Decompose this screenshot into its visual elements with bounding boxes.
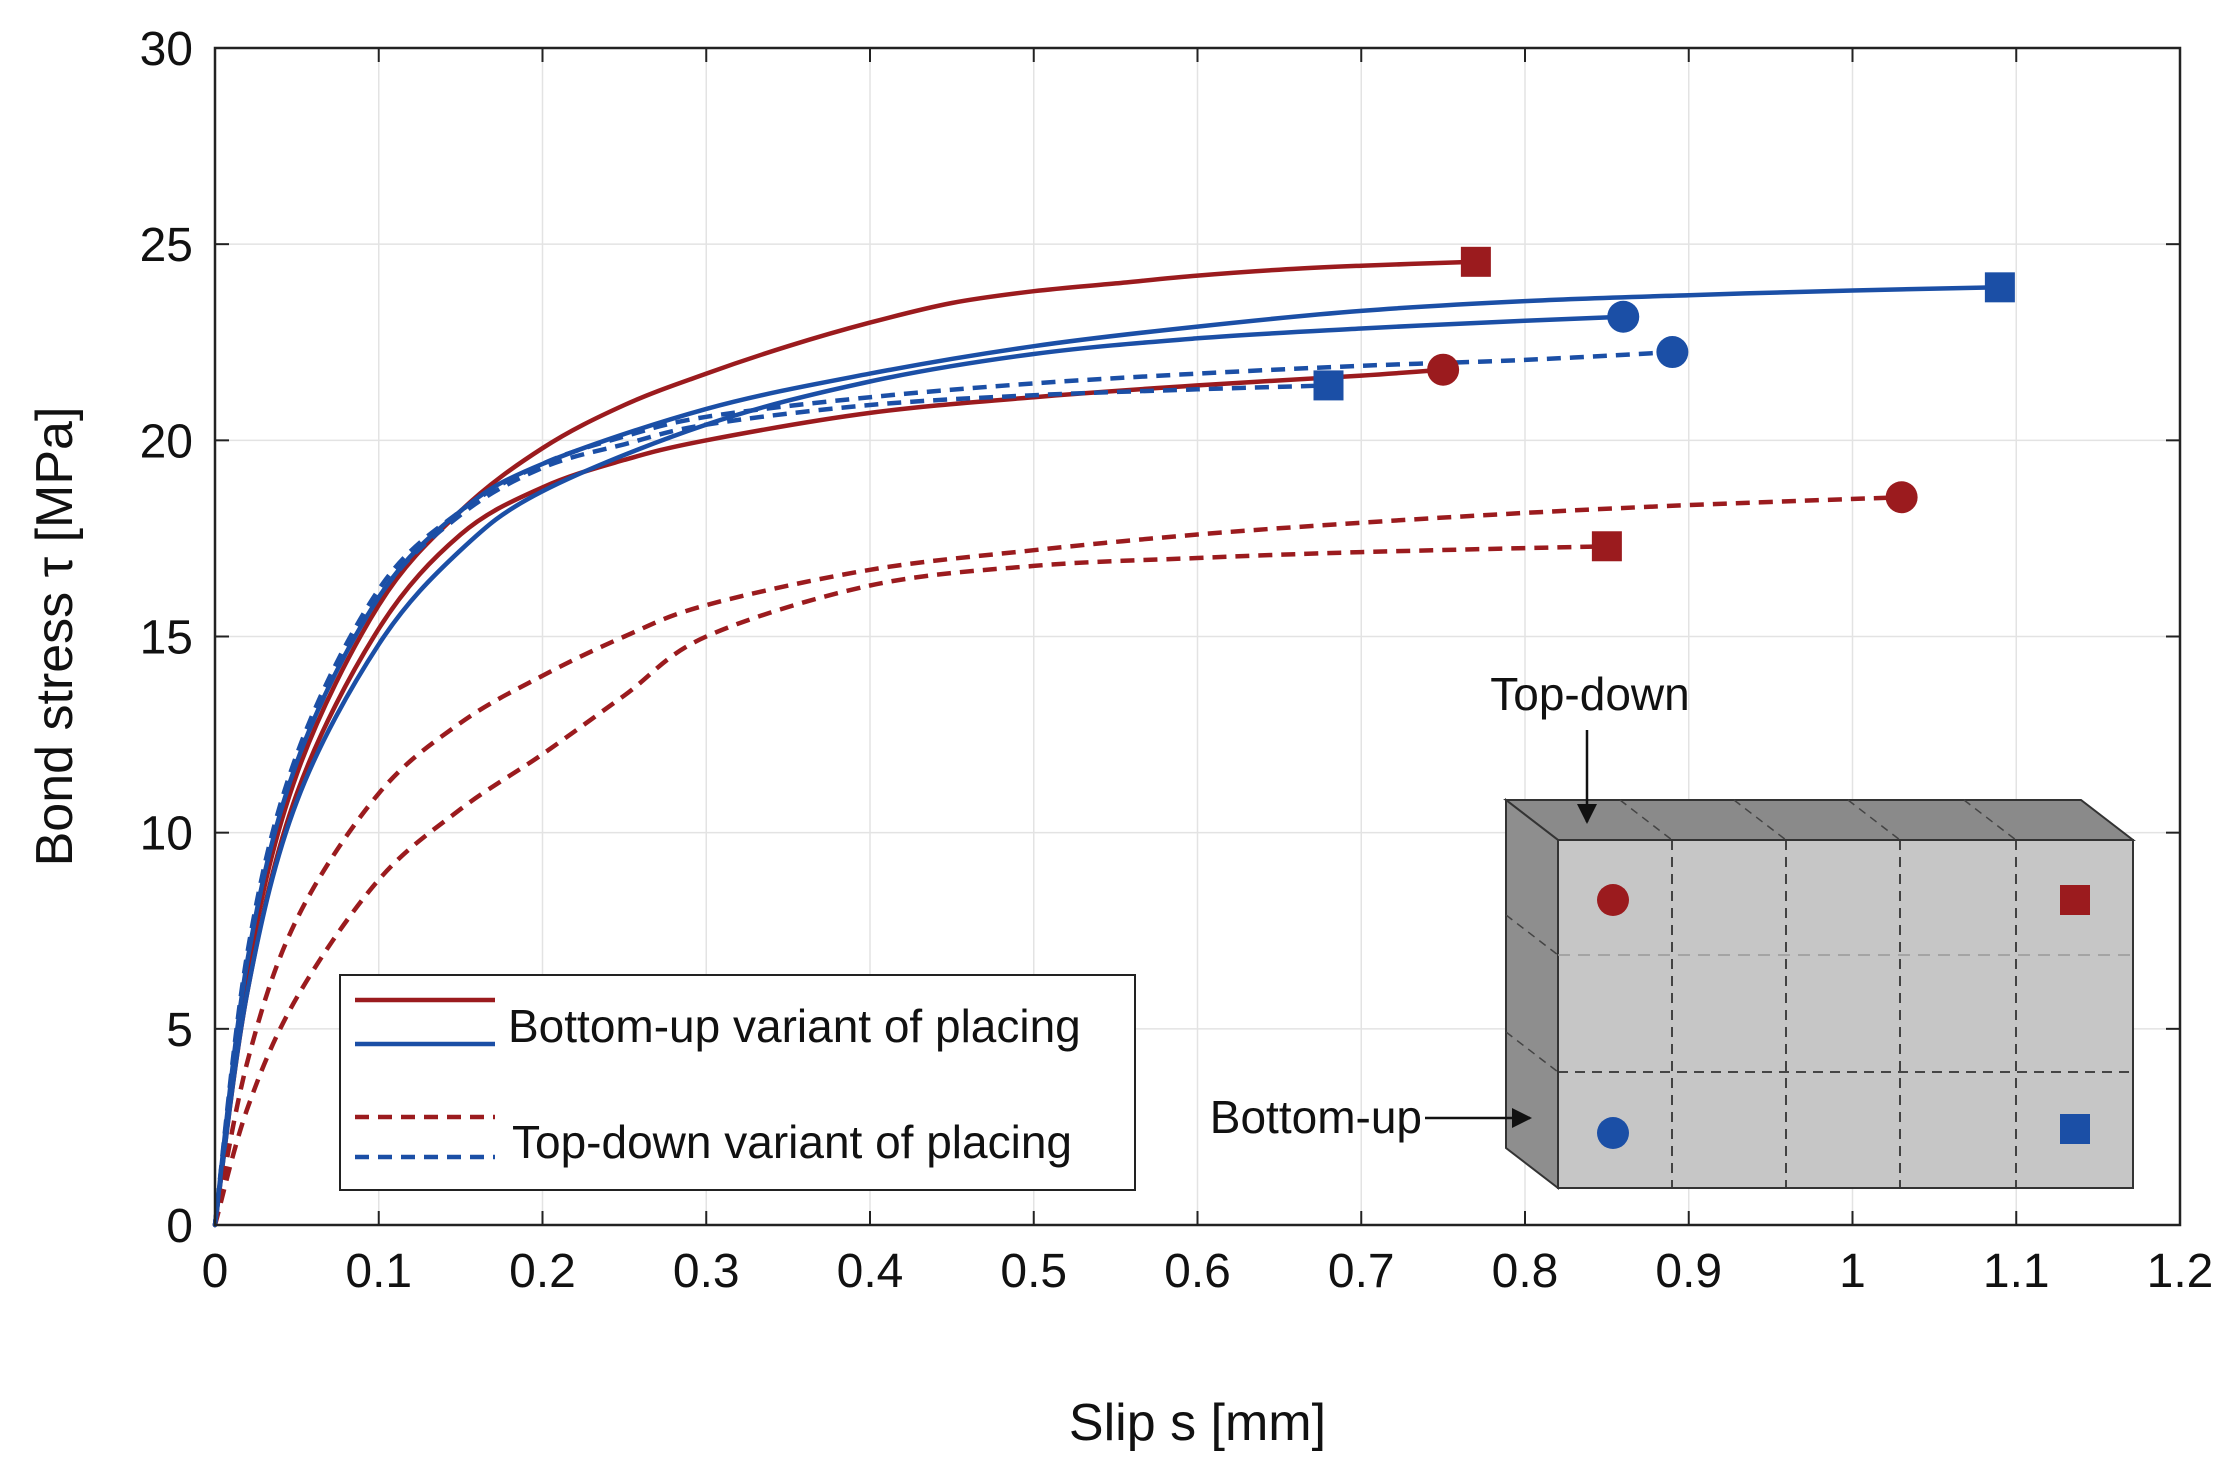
- legend-entries: [355, 997, 495, 1160]
- inset-top-down-label: Top-down: [1490, 668, 1689, 720]
- block-top-grid: [1733, 799, 1787, 841]
- block-side-grid: [1505, 914, 1559, 956]
- block-top-grid: [1619, 799, 1673, 841]
- series-end-marker-6: [1656, 336, 1689, 369]
- x-tick-label: 0.8: [1492, 1245, 1559, 1298]
- y-tick-label: 30: [140, 23, 193, 76]
- y-tick-label: 15: [140, 612, 193, 665]
- y-axis-label: Bond stress τ [MPa]: [26, 407, 84, 867]
- y-tick-label: 0: [166, 1200, 193, 1253]
- series-end-marker-1: [1427, 353, 1460, 386]
- inset-marker-0: [1597, 884, 1629, 916]
- block-side-grid: [1505, 1031, 1559, 1073]
- y-tick-label: 5: [166, 1004, 193, 1057]
- x-tick-label: 1.1: [1983, 1245, 2050, 1298]
- x-tick-label: 0.6: [1164, 1245, 1231, 1298]
- series-line-4: [212, 494, 1902, 1226]
- y-tick-label: 20: [140, 415, 193, 468]
- inset-marker-3: [2060, 1114, 2090, 1144]
- series-line-7: [212, 383, 1329, 1226]
- x-tick-label: 0.9: [1655, 1245, 1722, 1298]
- block-front-face: [1557, 839, 2134, 1189]
- axis-ticks: 0 0.1 0.2 0.3 0.4 0.5 0.6 0.7 0.8 0.9 1 1.1 1.2 0 5 10 1…: [140, 23, 2214, 1298]
- x-tick-label: 0.4: [837, 1245, 904, 1298]
- inset-bottom-up-label: Bottom-up: [1210, 1091, 1422, 1143]
- series-markers: [1313, 246, 2015, 562]
- y-tick-label: 25: [140, 219, 193, 272]
- x-tick-label: 1: [1839, 1245, 1866, 1298]
- series-line-0: [212, 259, 1479, 1228]
- block-top-grid: [1847, 799, 1901, 841]
- series-lines: [212, 259, 2003, 1228]
- series-end-marker-4: [1885, 481, 1918, 514]
- block-top-face: [1503, 799, 2136, 841]
- series-end-marker-5: [1591, 531, 1622, 562]
- series-line-3: [212, 314, 1626, 1228]
- legend-label-top-down: Top-down variant of placing: [512, 1116, 1072, 1168]
- x-tick-label: 0.7: [1328, 1245, 1395, 1298]
- series-line-6: [212, 349, 1673, 1226]
- specimen-block: [1425, 730, 2136, 1191]
- legend-label-bottom-up: Bottom-up variant of placing: [508, 1000, 1081, 1052]
- series-line-5: [212, 544, 1607, 1226]
- x-tick-label: 0.3: [673, 1245, 740, 1298]
- legend-box: [339, 974, 1136, 1191]
- x-tick-label: 1.2: [2147, 1245, 2214, 1298]
- specimen-inset-diagram: Top-down Bottom-up: [1210, 668, 2136, 1191]
- series-end-marker-0: [1460, 246, 1491, 277]
- series-end-marker-7: [1313, 370, 1344, 401]
- x-tick-label: 0.2: [509, 1245, 576, 1298]
- inset-marker-1: [2060, 885, 2090, 915]
- block-side-face: [1505, 797, 1559, 1191]
- x-tick-label: 0.1: [345, 1245, 412, 1298]
- y-tick-label: 10: [140, 808, 193, 861]
- x-tick-label: 0.5: [1000, 1245, 1067, 1298]
- series-end-marker-2: [1984, 272, 2015, 303]
- block-top-grid: [1963, 799, 2017, 841]
- inset-marker-2: [1597, 1117, 1629, 1149]
- legend: Bottom-up variant of placing Top-down va…: [339, 974, 1136, 1191]
- x-tick-label: 0: [202, 1245, 229, 1298]
- specimen-bar-markers: [1597, 884, 2090, 1149]
- series-end-marker-3: [1607, 300, 1640, 333]
- x-axis-label: Slip s [mm]: [1069, 1394, 1326, 1452]
